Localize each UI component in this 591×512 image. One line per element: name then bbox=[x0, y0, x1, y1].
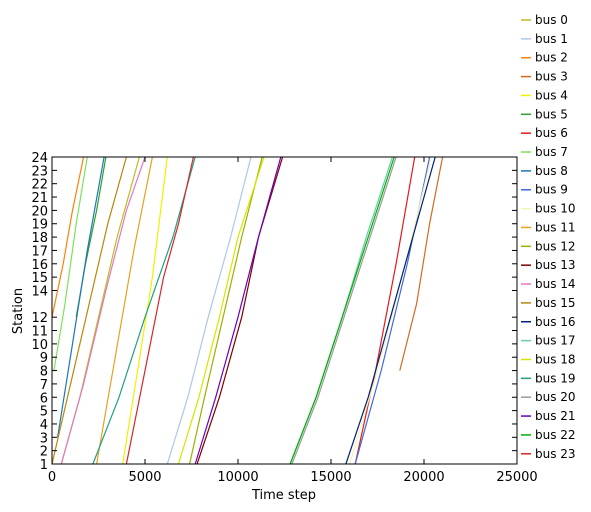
y-tick-label: 19 bbox=[31, 218, 48, 233]
series-line-bus-10 bbox=[349, 157, 432, 464]
y-tick-label: 14 bbox=[31, 284, 48, 299]
series-line-bus-14 bbox=[60, 157, 146, 464]
x-tick-label: 15000 bbox=[310, 470, 351, 485]
y-tick-label: 24 bbox=[31, 151, 48, 166]
x-tick-label: 10000 bbox=[217, 470, 258, 485]
y-tick-label: 12 bbox=[31, 311, 48, 326]
legend-label-bus-23: bus 23 bbox=[535, 447, 576, 461]
legend-label-bus-14: bus 14 bbox=[535, 277, 576, 291]
x-axis-label: Time step bbox=[251, 488, 316, 503]
legend-label-bus-22: bus 22 bbox=[535, 428, 576, 442]
y-tick-label: 7 bbox=[40, 378, 48, 393]
legend-label-bus-8: bus 8 bbox=[535, 164, 568, 178]
legend-label-bus-20: bus 20 bbox=[535, 390, 576, 404]
series-line-bus-21 bbox=[194, 157, 282, 464]
legend-label-bus-13: bus 13 bbox=[535, 258, 576, 272]
series-line-bus-4 bbox=[122, 157, 168, 464]
y-tick-label: 9 bbox=[40, 351, 48, 366]
y-tick-label: 20 bbox=[31, 204, 48, 219]
legend-label-bus-12: bus 12 bbox=[535, 239, 576, 253]
y-tick-label: 17 bbox=[31, 244, 48, 259]
series-line-bus-8 bbox=[57, 157, 105, 438]
series-line-bus-19 bbox=[92, 157, 196, 464]
y-tick-label: 6 bbox=[40, 391, 48, 406]
legend-label-bus-17: bus 17 bbox=[535, 334, 576, 348]
series-line-bus-22 bbox=[289, 157, 395, 464]
x-tick-label: 0 bbox=[48, 470, 56, 485]
y-tick-label: 10 bbox=[31, 338, 48, 353]
plot-frame bbox=[51, 156, 518, 465]
legend-label-bus-1: bus 1 bbox=[535, 32, 568, 46]
legend-label-bus-5: bus 5 bbox=[535, 107, 568, 121]
series-line-bus-16 bbox=[345, 157, 436, 464]
y-tick-label: 3 bbox=[40, 431, 48, 446]
y-tick-label: 18 bbox=[31, 231, 48, 246]
series-lines bbox=[52, 157, 444, 464]
series-line-bus-12 bbox=[189, 157, 263, 464]
y-tick-label: 16 bbox=[31, 258, 48, 273]
y-tick-label: 1 bbox=[40, 458, 48, 473]
legend-label-bus-16: bus 16 bbox=[535, 315, 576, 329]
x-axis-ticks: 0 5000 10000 15000 20000 25000 bbox=[48, 157, 538, 485]
series-line-bus-23 bbox=[125, 157, 194, 464]
legend-label-bus-21: bus 21 bbox=[535, 409, 576, 423]
legend-label-bus-4: bus 4 bbox=[535, 88, 568, 102]
y-tick-label: 8 bbox=[40, 365, 48, 380]
legend-label-bus-9: bus 9 bbox=[535, 183, 568, 197]
legend-label-bus-18: bus 18 bbox=[535, 352, 576, 366]
series-line-bus-18 bbox=[177, 157, 265, 464]
y-tick-label: 23 bbox=[31, 164, 48, 179]
series-line-bus-2 bbox=[52, 157, 85, 318]
x-tick-label: 20000 bbox=[403, 470, 444, 485]
legend-label-bus-15: bus 15 bbox=[535, 296, 576, 310]
series-line-bus-17 bbox=[289, 157, 393, 464]
y-tick-label: 15 bbox=[31, 271, 48, 286]
series-line-bus-3 bbox=[399, 157, 444, 371]
series-line-bus-6 bbox=[354, 157, 416, 464]
y-tick-label: 21 bbox=[31, 191, 48, 206]
series-line-bus-7 bbox=[53, 157, 88, 371]
y-tick-label: 22 bbox=[31, 178, 48, 193]
legend-label-bus-2: bus 2 bbox=[535, 51, 568, 65]
legend-label-bus-0: bus 0 bbox=[535, 13, 568, 27]
y-tick-label: 4 bbox=[40, 418, 48, 433]
legend: bus 0 bus 1 bus 2 bus 3 bus 4 bus 5 bus 6 bus 7… bbox=[521, 13, 576, 461]
plot-area bbox=[51, 156, 518, 465]
x-tick-label: 5000 bbox=[128, 470, 161, 485]
legend-label-bus-6: bus 6 bbox=[535, 126, 568, 140]
series-line-bus-15 bbox=[52, 157, 127, 464]
series-line-bus-11 bbox=[96, 157, 153, 464]
series-line-bus-20 bbox=[291, 157, 397, 464]
legend-label-bus-3: bus 3 bbox=[535, 70, 568, 84]
legend-label-bus-11: bus 11 bbox=[535, 220, 576, 234]
x-tick-label: 25000 bbox=[496, 470, 537, 485]
y-tick-label: 11 bbox=[31, 325, 48, 340]
legend-label-bus-19: bus 19 bbox=[535, 371, 576, 385]
y-tick-label: 2 bbox=[40, 445, 48, 460]
y-axis-label: Station bbox=[11, 288, 26, 334]
y-tick-label: 5 bbox=[40, 405, 48, 420]
legend-label-bus-7: bus 7 bbox=[535, 145, 568, 159]
legend-label-bus-10: bus 10 bbox=[535, 202, 576, 216]
series-line-bus-0 bbox=[60, 157, 140, 464]
series-line-bus-1 bbox=[166, 157, 252, 464]
